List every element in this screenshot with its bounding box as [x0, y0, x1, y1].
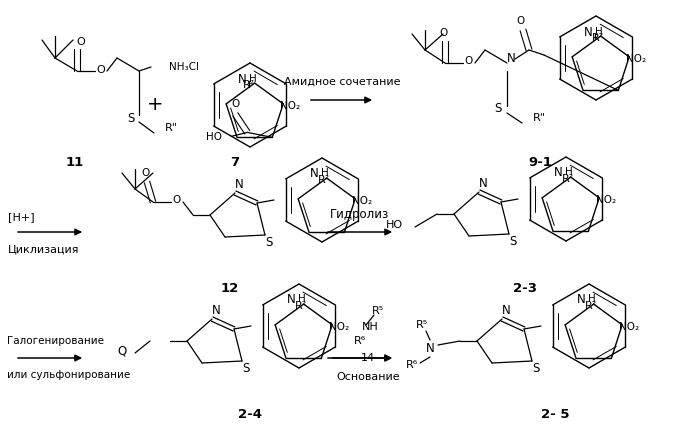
- Text: H: H: [298, 294, 305, 304]
- Text: R": R": [533, 113, 546, 123]
- Text: R²: R²: [562, 174, 574, 184]
- Text: NO₂: NO₂: [596, 195, 617, 205]
- Text: O: O: [96, 65, 106, 75]
- Text: O: O: [142, 168, 150, 178]
- Text: S: S: [243, 363, 250, 376]
- Text: NO₂: NO₂: [280, 101, 301, 111]
- Text: NO₂: NO₂: [619, 322, 640, 332]
- Text: S: S: [510, 235, 517, 248]
- Text: R⁶: R⁶: [406, 360, 418, 370]
- Text: S: S: [494, 101, 502, 114]
- Text: R⁵: R⁵: [372, 306, 384, 316]
- Text: Галогенирование: Галогенирование: [7, 336, 104, 346]
- Text: N: N: [238, 73, 247, 85]
- Text: R²: R²: [295, 301, 307, 311]
- Text: 9-1: 9-1: [528, 155, 552, 169]
- Text: [H+]: [H+]: [8, 212, 35, 222]
- Text: R²: R²: [243, 80, 255, 90]
- Text: N: N: [426, 341, 434, 355]
- Text: Q: Q: [117, 344, 127, 357]
- Text: NH: NH: [361, 322, 378, 332]
- Text: H: H: [321, 168, 329, 178]
- Text: 7: 7: [231, 155, 240, 169]
- Text: HO: HO: [206, 133, 222, 142]
- Text: R": R": [165, 123, 178, 133]
- Text: N: N: [310, 166, 319, 180]
- Text: R²: R²: [318, 175, 330, 185]
- Text: Гидролиз: Гидролиз: [331, 209, 389, 222]
- Text: S: S: [266, 236, 273, 250]
- Text: или сульфонирование: или сульфонирование: [7, 370, 130, 380]
- Text: H: H: [588, 294, 596, 304]
- Text: N: N: [554, 166, 563, 178]
- Text: O: O: [440, 28, 448, 38]
- Text: NO₂: NO₂: [329, 322, 350, 332]
- Text: N: N: [479, 178, 487, 190]
- Text: R²: R²: [592, 33, 604, 43]
- Text: R⁵: R⁵: [416, 320, 428, 330]
- Text: N: N: [235, 178, 243, 191]
- Text: 11: 11: [66, 155, 84, 169]
- Text: NO₂: NO₂: [626, 54, 647, 64]
- Text: NO₂: NO₂: [352, 196, 373, 206]
- Text: O: O: [231, 99, 240, 109]
- Text: 2-4: 2-4: [238, 409, 262, 421]
- Text: HO: HO: [386, 220, 403, 230]
- Text: N: N: [577, 293, 586, 306]
- Text: O: O: [173, 195, 181, 205]
- Text: N: N: [584, 26, 593, 39]
- Text: R²: R²: [585, 301, 597, 311]
- Text: NH₃Cl: NH₃Cl: [169, 62, 199, 72]
- Text: +: +: [147, 96, 164, 114]
- Text: 14: 14: [361, 353, 375, 363]
- Text: 2-3: 2-3: [513, 283, 537, 295]
- Text: N: N: [507, 53, 515, 65]
- Text: O: O: [465, 56, 473, 66]
- Text: 2- 5: 2- 5: [541, 409, 569, 421]
- Text: 12: 12: [221, 283, 239, 295]
- Text: R⁶: R⁶: [354, 336, 366, 346]
- Text: N: N: [502, 304, 510, 317]
- Text: Амидное сочетание: Амидное сочетание: [284, 77, 401, 87]
- Text: O: O: [517, 16, 525, 26]
- Text: H: H: [565, 167, 572, 177]
- Text: S: S: [533, 363, 540, 376]
- Text: S: S: [127, 113, 135, 125]
- Text: H: H: [249, 74, 257, 84]
- Text: H: H: [595, 27, 603, 37]
- Text: Основание: Основание: [336, 372, 400, 382]
- Text: N: N: [212, 304, 220, 317]
- Text: O: O: [77, 37, 85, 47]
- Text: N: N: [287, 293, 296, 306]
- Text: Циклизация: Циклизация: [8, 244, 80, 254]
